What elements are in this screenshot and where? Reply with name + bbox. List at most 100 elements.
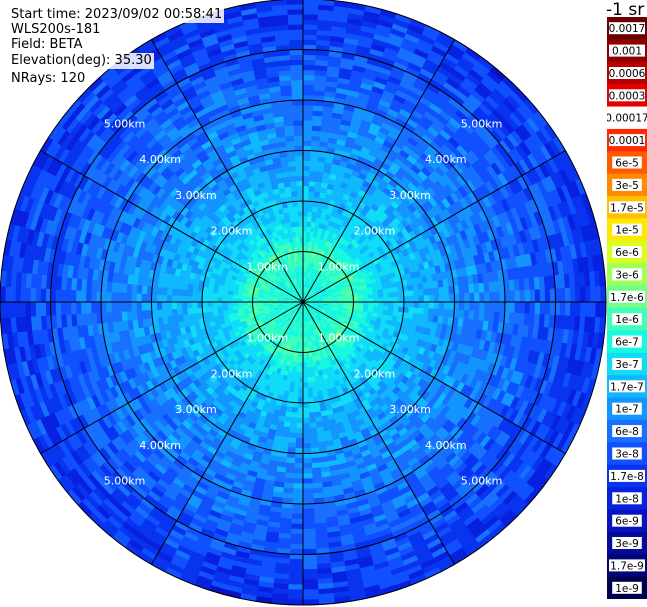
range-bin — [312, 391, 319, 398]
range-bin — [141, 301, 148, 311]
range-bin — [298, 225, 304, 232]
range-bin — [302, 134, 313, 141]
range-bin — [294, 226, 300, 233]
range-bin — [161, 294, 168, 303]
range-bin — [302, 104, 314, 111]
range-bin — [302, 170, 311, 177]
range-bin — [156, 293, 163, 303]
range-bin — [438, 308, 445, 318]
range-bin — [293, 210, 299, 217]
range-bin — [297, 402, 304, 409]
range-bin — [206, 306, 213, 313]
range-bin — [302, 483, 314, 490]
range-bin — [294, 145, 304, 152]
range-bin — [302, 478, 313, 485]
range-bin — [216, 301, 223, 307]
range-bin — [186, 295, 193, 303]
range-bin — [453, 301, 460, 311]
range-bin — [294, 220, 300, 228]
range-bin — [295, 160, 304, 167]
range-bin — [302, 407, 310, 414]
range-bin — [302, 392, 309, 399]
range-bin — [403, 301, 410, 308]
range-bin — [293, 387, 299, 394]
range-bin — [378, 297, 385, 303]
range-bin — [293, 473, 304, 480]
range-bin — [125, 292, 132, 303]
range-bin — [302, 160, 311, 167]
range-bin — [309, 432, 318, 439]
range-bin — [296, 180, 304, 187]
range-bin — [287, 155, 296, 162]
range-bin — [130, 301, 137, 312]
range-bin — [469, 301, 476, 312]
range-bin — [176, 307, 183, 316]
range-bin — [423, 295, 430, 303]
range-bin — [115, 291, 122, 303]
range-bin — [289, 180, 298, 187]
range-bin — [186, 301, 193, 309]
range-bin — [428, 294, 435, 303]
range-bin — [201, 301, 208, 308]
range-bin — [287, 437, 297, 444]
range-bin — [306, 366, 311, 373]
range-bin — [302, 140, 312, 147]
range-bin — [292, 114, 304, 121]
range-bin — [423, 307, 430, 316]
range-bin — [293, 134, 304, 141]
range-bin — [291, 503, 304, 510]
range-bin — [484, 291, 491, 303]
range-bin — [302, 402, 309, 409]
range-bin — [161, 301, 168, 310]
range-bin — [373, 301, 380, 307]
range-bin — [302, 119, 313, 126]
range-bin — [302, 210, 309, 217]
range-bin — [216, 297, 223, 303]
range-bin — [423, 288, 430, 297]
range-bin — [302, 412, 310, 419]
range-bin — [469, 292, 476, 303]
range-bin — [297, 205, 304, 212]
range-bin — [294, 155, 304, 162]
range-bin — [191, 290, 198, 297]
range-bin — [298, 382, 304, 389]
range-bin — [166, 301, 173, 310]
range-bin — [438, 301, 445, 310]
range-bin — [236, 301, 243, 306]
range-bin — [212, 310, 219, 317]
range-bin — [413, 289, 420, 297]
range-bin — [221, 297, 228, 303]
range-bin — [309, 160, 319, 167]
range-bin — [433, 301, 440, 310]
range-bin — [166, 294, 173, 303]
range-bin — [287, 442, 296, 449]
range-bin — [302, 473, 313, 480]
range-bin — [302, 498, 314, 505]
range-bin — [308, 185, 316, 192]
range-bin — [388, 292, 395, 298]
range-bin — [298, 377, 304, 384]
range-bin — [368, 297, 375, 303]
range-bin — [302, 215, 308, 222]
range-bin — [308, 407, 315, 414]
range-bin — [292, 483, 304, 490]
range-bin — [383, 292, 390, 299]
range-bin — [227, 305, 234, 311]
range-bin — [388, 301, 395, 308]
range-bin — [367, 294, 374, 299]
range-bin — [307, 387, 313, 394]
range-bin — [293, 129, 304, 136]
range-bin — [294, 452, 304, 459]
range-bin — [418, 295, 425, 303]
range-bin — [413, 307, 420, 315]
range-bin — [302, 230, 308, 237]
range-bin — [141, 293, 148, 303]
range-bin — [207, 311, 214, 318]
range-bin — [135, 301, 142, 312]
range-bin — [292, 493, 304, 500]
range-bin — [305, 361, 311, 368]
range-bin — [362, 294, 369, 300]
range-bin — [206, 291, 213, 298]
range-bin — [298, 367, 304, 374]
